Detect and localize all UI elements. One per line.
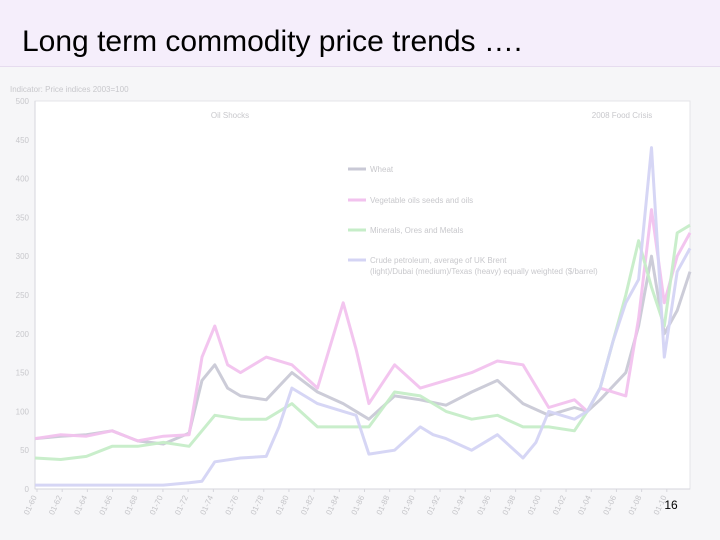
chart-figure: 0 50 100 150 200 250 300 350 400 450 500 01-60 01-62… — [0, 67, 720, 540]
x-tick-label: 01-68 — [123, 494, 140, 517]
x-tick-label: 01-82 — [299, 494, 316, 517]
x-tick-label: 01-94 — [450, 494, 467, 517]
x-tick-label: 01-66 — [98, 494, 115, 517]
legend-label: Crude petroleum, average of UK Brent (lig… — [370, 256, 598, 276]
title-band — [0, 0, 720, 67]
legend-label: Vegetable oils seeds and oils — [370, 196, 473, 205]
x-tick-label: 01-64 — [72, 494, 89, 517]
x-tick-label: 01-76 — [224, 494, 241, 517]
y-tick-label: 400 — [16, 175, 30, 184]
plot-area — [34, 100, 691, 490]
x-tick-label: 01-84 — [324, 494, 341, 517]
y-tick-label: 50 — [20, 446, 29, 455]
y-tick-label: 100 — [16, 407, 30, 416]
y-tick-label: 500 — [16, 97, 30, 106]
x-tick-label: 01-88 — [375, 494, 392, 517]
y-tick-label: 450 — [16, 136, 30, 145]
page-number: 16 — [664, 498, 678, 512]
x-tick-label: 01-80 — [274, 494, 291, 517]
x-tick-label: 01-02 — [551, 494, 568, 517]
x-tick-label: 01-06 — [601, 494, 618, 517]
x-tick-label: 01-98 — [501, 494, 518, 517]
chart-annotation: Oil Shocks — [211, 111, 249, 120]
x-tick-label: 01-60 — [22, 494, 39, 517]
y-tick-label: 300 — [16, 252, 30, 261]
y-tick-label: 0 — [25, 485, 30, 494]
chart-annotation: 2008 Food Crisis — [592, 111, 652, 120]
x-tick-label: 01-86 — [350, 494, 367, 517]
x-tick-label: 01-92 — [425, 494, 442, 517]
y-axis-label: Indicator: Price indices 2003=100 — [10, 85, 129, 94]
legend-label: Wheat — [370, 165, 394, 174]
x-tick-label: 01-74 — [198, 494, 215, 517]
line-chart: 0 50 100 150 200 250 300 350 400 450 500 01-60 01-62… — [10, 85, 692, 517]
series-line-2 — [34, 208, 692, 443]
x-tick-label: 01-90 — [400, 494, 417, 517]
y-tick-label: 200 — [16, 330, 30, 339]
x-tick-label: 01-04 — [576, 494, 593, 517]
x-tick-label: 01-96 — [475, 494, 492, 517]
x-tick-label: 01-08 — [627, 494, 644, 517]
x-tick-label: 01-70 — [148, 494, 165, 517]
x-tick-label: 01-00 — [526, 494, 543, 517]
y-tick-label: 250 — [16, 291, 30, 300]
slide-title: Long term commodity price trends …. — [22, 25, 523, 58]
x-tick-label: 01-72 — [173, 494, 190, 517]
x-tick-label: 01-78 — [249, 494, 266, 517]
legend-label: Minerals, Ores and Metals — [370, 226, 463, 235]
series-line-3 — [34, 223, 691, 461]
x-tick-label: 01-62 — [47, 494, 64, 517]
y-tick-label: 150 — [16, 369, 30, 378]
y-tick-label: 350 — [16, 213, 30, 222]
series-line-4 — [35, 146, 692, 487]
